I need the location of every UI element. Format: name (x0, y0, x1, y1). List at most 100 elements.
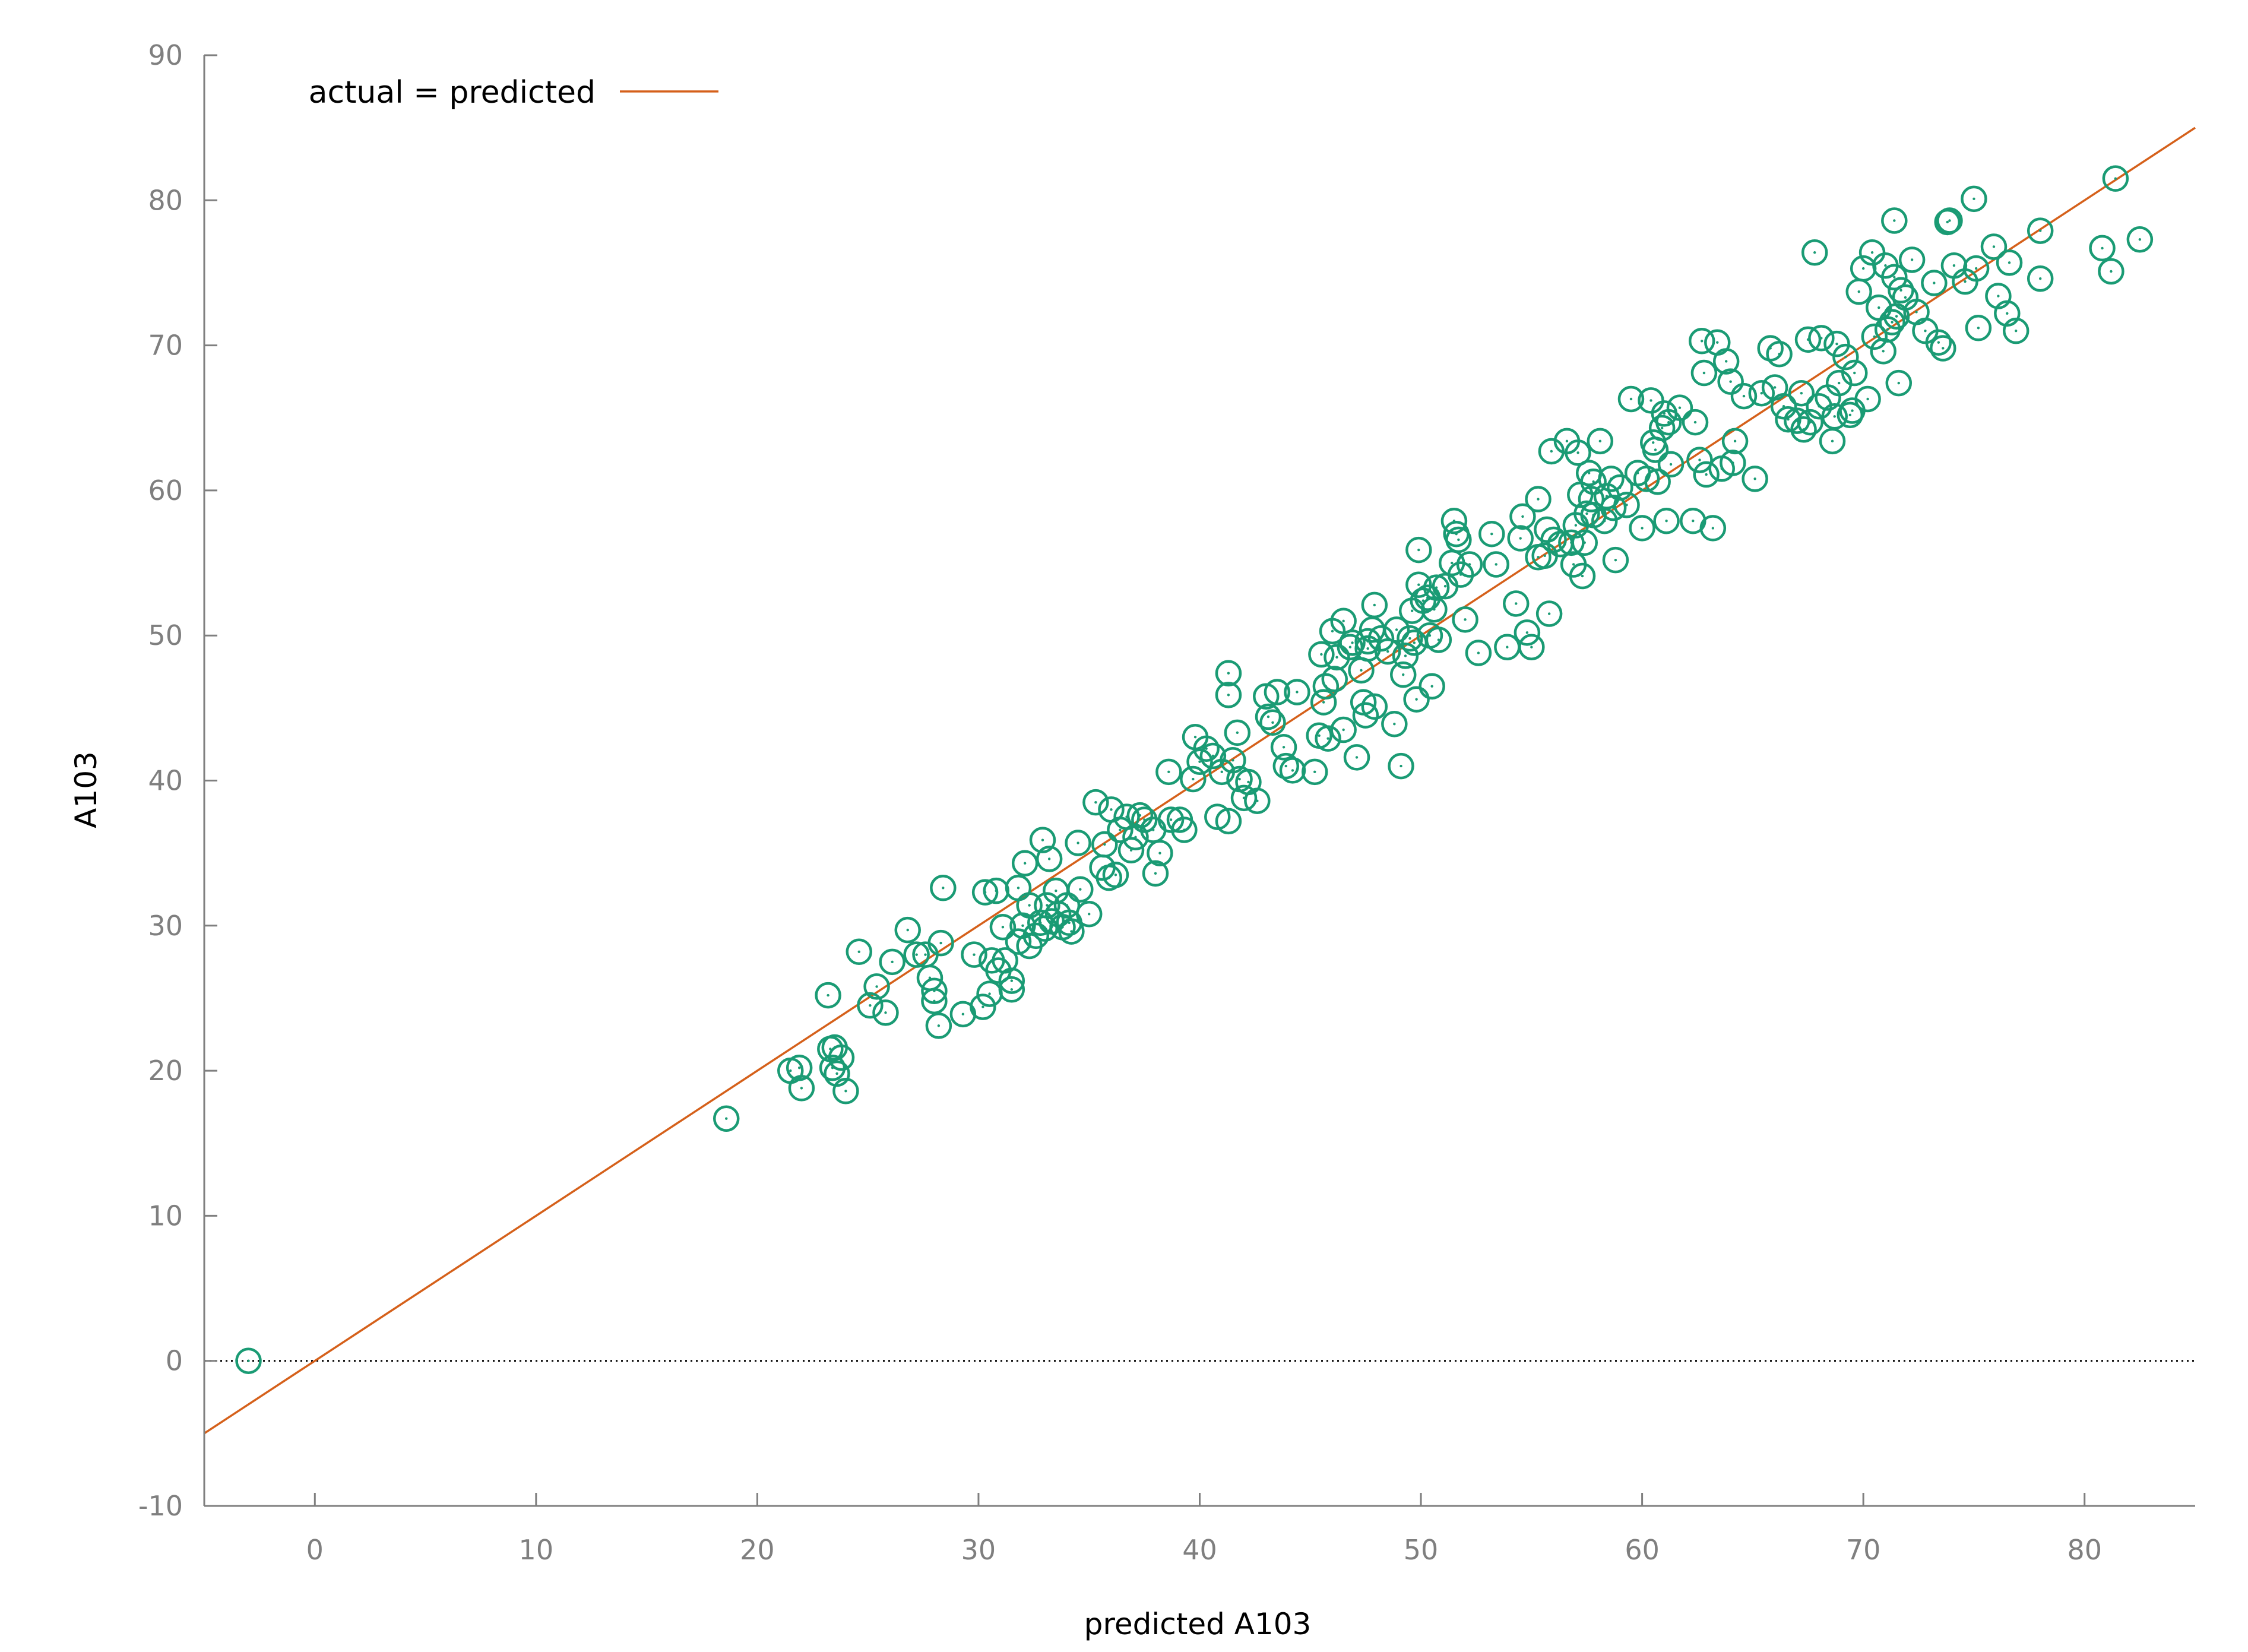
data-point-dot (1835, 342, 1838, 346)
data-point-dot (1010, 979, 1014, 982)
data-point-ring (1354, 635, 1381, 662)
data-point-dot (1656, 480, 1659, 483)
data-point-ring (1730, 382, 1758, 410)
data-point (1361, 591, 1388, 619)
data-point-dot (1076, 841, 1079, 844)
data-point (1117, 837, 1145, 864)
data-point (1180, 765, 1207, 793)
data-point-ring (1361, 591, 1388, 619)
data-point (1157, 806, 1185, 833)
data-point (1996, 249, 2023, 276)
data-point (1220, 747, 1246, 774)
data-point-dot (933, 999, 936, 1003)
data-point-dot (1924, 329, 1927, 333)
data-point (1881, 264, 1908, 291)
data-point (1244, 787, 1271, 814)
data-point (1644, 468, 1671, 495)
data-point-ring (1888, 277, 1914, 304)
data-point-dot (1716, 341, 1719, 344)
data-point-dot (1017, 887, 1020, 890)
data-point-dot (875, 985, 878, 988)
data-point-dot (1698, 458, 1701, 461)
data-point (1994, 300, 2021, 327)
data-point (1980, 233, 2008, 260)
data-point-dot (1167, 770, 1170, 774)
data-point-dot (1997, 295, 2000, 298)
data-point-dot (1158, 852, 1161, 855)
data-point-ring (1301, 758, 1328, 786)
data-point-ring (1058, 918, 1085, 945)
data-point (1801, 239, 1828, 266)
data-point (1155, 758, 1182, 786)
data-point-dot (1893, 276, 1896, 279)
data-point (1617, 385, 1645, 413)
data-point (1819, 428, 1846, 455)
data-point-ring (1507, 525, 1534, 552)
data-point-dot (891, 960, 894, 964)
data-point (1465, 640, 1492, 666)
data-point (1381, 710, 1408, 738)
data-point (1272, 752, 1300, 780)
data-point (2089, 235, 2116, 262)
data-point-ring (1936, 207, 1963, 234)
data-point-dot (1992, 245, 1996, 248)
data-point-dot (2015, 329, 2018, 333)
data-point-ring (1220, 747, 1246, 774)
data-point-ring (1742, 466, 1768, 492)
data-point-dot (1576, 451, 1579, 454)
data-point-ring (1284, 679, 1310, 705)
data-point-dot (1820, 337, 1823, 340)
data-point-dot (1402, 673, 1405, 676)
data-point (2002, 317, 2029, 344)
data-point-ring (894, 916, 921, 944)
data-point-dot (1386, 650, 1389, 653)
data-point-ring (863, 973, 890, 1000)
data-point-dot (1946, 220, 1949, 224)
data-point-ring (1155, 758, 1182, 786)
x-tick-label: 70 (1846, 1534, 1881, 1566)
data-point-dot (1238, 777, 1241, 781)
data-point-ring (1171, 816, 1198, 843)
data-point-dot (1537, 498, 1540, 501)
data-point (1075, 901, 1103, 928)
data-point-dot (1837, 381, 1841, 385)
data-point-dot (1731, 461, 1734, 464)
data-point-ring (1215, 660, 1242, 686)
data-point-ring (1107, 816, 1134, 843)
data-point (1885, 369, 1913, 397)
data-point (1936, 207, 1963, 234)
data-point (1065, 830, 1091, 856)
data-point-dot (1320, 653, 1323, 656)
data-point-ring (1199, 742, 1227, 770)
data-point-dot (1598, 439, 1602, 443)
data-point-ring (1224, 719, 1251, 746)
data-point-dot (1543, 554, 1546, 558)
data-point-ring (1861, 323, 1888, 350)
data-point (1478, 520, 1505, 547)
data-point (1666, 394, 1693, 421)
data-point-dot (1733, 439, 1737, 443)
legend-label: actual = predicted (309, 75, 596, 110)
data-point-ring (1312, 673, 1340, 700)
data-point-dot (1583, 541, 1586, 545)
data-point-ring (903, 941, 930, 968)
data-point-ring (1633, 466, 1660, 492)
data-point-ring (788, 1075, 815, 1102)
data-point-dot (1351, 641, 1354, 644)
legend: actual = predicted (309, 75, 718, 110)
data-point (1721, 428, 1749, 455)
data-point-dot (1322, 701, 1325, 704)
data-point (1797, 409, 1824, 436)
data-point-dot (1853, 371, 1856, 375)
data-point-dot (1417, 548, 1420, 552)
data-point-dot (1844, 355, 1847, 359)
data-point-ring (828, 1044, 855, 1071)
data-point-ring (1082, 789, 1109, 816)
data-point (1861, 323, 1888, 350)
data-point-ring (989, 913, 1017, 941)
data-point-ring (1324, 644, 1350, 671)
data-point (1452, 606, 1478, 633)
data-point-ring (1699, 515, 1727, 542)
data-point (1279, 757, 1306, 784)
